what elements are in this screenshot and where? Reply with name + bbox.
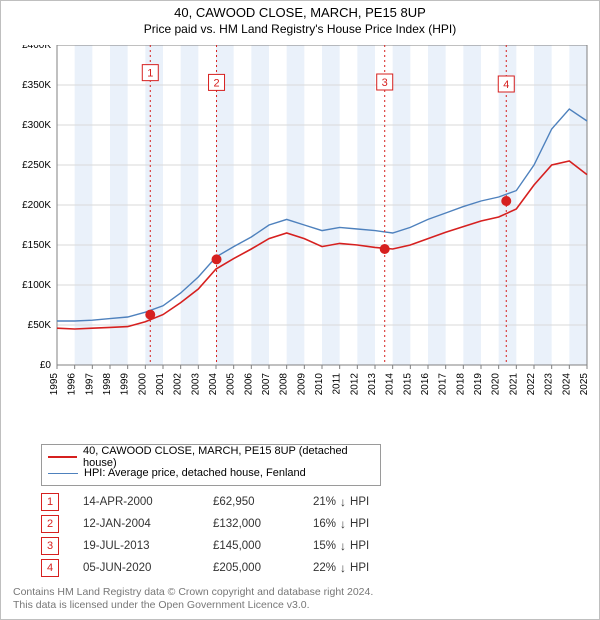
sale-index-box: 4 [41,559,59,577]
svg-text:2: 2 [213,77,219,89]
sale-date: 19-JUL-2013 [83,540,213,552]
svg-text:1999: 1999 [120,373,131,396]
svg-text:2020: 2020 [491,373,502,396]
svg-text:2007: 2007 [261,373,272,396]
table-row: 3 19-JUL-2013£145,00015%↓HPI [41,535,393,557]
svg-text:4: 4 [503,79,509,91]
svg-text:£50K: £50K [28,320,52,331]
sale-vs-hpi: 16%↓HPI [313,517,393,531]
table-row: 4 05-JUN-2020£205,00022%↓HPI [41,557,393,579]
svg-text:£250K: £250K [22,160,51,171]
sales-table: 1 14-APR-2000£62,95021%↓HPI 2 12-JAN-2004£1… [41,491,393,579]
svg-text:£200K: £200K [22,200,51,211]
svg-text:2017: 2017 [438,373,449,396]
svg-text:2012: 2012 [349,373,360,396]
svg-text:3: 3 [382,77,388,89]
svg-text:2025: 2025 [579,373,589,396]
sale-index-box: 3 [41,537,59,555]
svg-text:2023: 2023 [544,373,555,396]
svg-text:2013: 2013 [367,373,378,396]
legend-label: 40, CAWOOD CLOSE, MARCH, PE15 8UP (detac… [83,445,374,469]
sale-index-box: 1 [41,493,59,511]
table-row: 2 12-JAN-2004£132,00016%↓HPI [41,513,393,535]
svg-text:2021: 2021 [508,373,519,396]
svg-text:2014: 2014 [385,373,396,396]
svg-text:2002: 2002 [173,373,184,396]
svg-text:2003: 2003 [190,373,201,396]
footer-line-2: This data is licensed under the Open Gov… [13,599,373,613]
svg-text:2008: 2008 [279,373,290,396]
svg-text:£350K: £350K [22,80,51,91]
svg-text:2018: 2018 [455,373,466,396]
svg-text:1997: 1997 [84,373,95,396]
svg-text:2009: 2009 [296,373,307,396]
legend-label: HPI: Average price, detached house, Fenl… [84,467,306,479]
svg-text:2011: 2011 [332,373,343,395]
svg-text:2004: 2004 [208,373,219,396]
sale-date: 14-APR-2000 [83,496,213,508]
sale-date: 12-JAN-2004 [83,518,213,530]
svg-text:1998: 1998 [102,373,113,396]
svg-text:2001: 2001 [155,373,166,396]
sale-price: £62,950 [213,496,313,508]
sale-price: £205,000 [213,562,313,574]
legend-swatch [48,473,78,474]
down-arrow-icon: ↓ [340,539,346,553]
svg-text:2005: 2005 [226,373,237,396]
down-arrow-icon: ↓ [340,517,346,531]
svg-text:2022: 2022 [526,373,537,396]
svg-text:£300K: £300K [22,120,51,131]
price-chart: £0 £50K £100K £150K £200K £250K £300K £350K £400… [11,45,589,400]
svg-text:1: 1 [147,68,153,80]
svg-text:2015: 2015 [402,373,413,396]
legend-row: 40, CAWOOD CLOSE, MARCH, PE15 8UP (detac… [48,449,374,465]
svg-text:2006: 2006 [243,373,254,396]
sale-price: £145,000 [213,540,313,552]
svg-text:£150K: £150K [22,240,51,251]
svg-text:2024: 2024 [561,373,572,396]
table-row: 1 14-APR-2000£62,95021%↓HPI [41,491,393,513]
svg-text:£0: £0 [40,360,52,371]
down-arrow-icon: ↓ [340,561,346,575]
svg-text:2019: 2019 [473,373,484,396]
sale-vs-hpi: 15%↓HPI [313,539,393,553]
svg-text:1996: 1996 [67,373,78,396]
chart-legend: 40, CAWOOD CLOSE, MARCH, PE15 8UP (detac… [41,444,381,486]
svg-text:2010: 2010 [314,373,325,396]
svg-text:£400K: £400K [22,45,51,51]
page-title: 40, CAWOOD CLOSE, MARCH, PE15 8UP [1,5,599,20]
svg-text:£100K: £100K [22,280,51,291]
sale-date: 05-JUN-2020 [83,562,213,574]
svg-text:2016: 2016 [420,373,431,396]
sale-price: £132,000 [213,518,313,530]
legend-swatch [48,456,77,458]
footer-attribution: Contains HM Land Registry data © Crown c… [13,586,373,613]
sale-index-box: 2 [41,515,59,533]
down-arrow-icon: ↓ [340,495,346,509]
sale-vs-hpi: 21%↓HPI [313,495,393,509]
page-subtitle: Price paid vs. HM Land Registry's House … [1,22,599,36]
svg-text:2000: 2000 [137,373,148,396]
sale-vs-hpi: 22%↓HPI [313,561,393,575]
footer-line-1: Contains HM Land Registry data © Crown c… [13,586,373,600]
svg-text:1995: 1995 [49,373,60,396]
